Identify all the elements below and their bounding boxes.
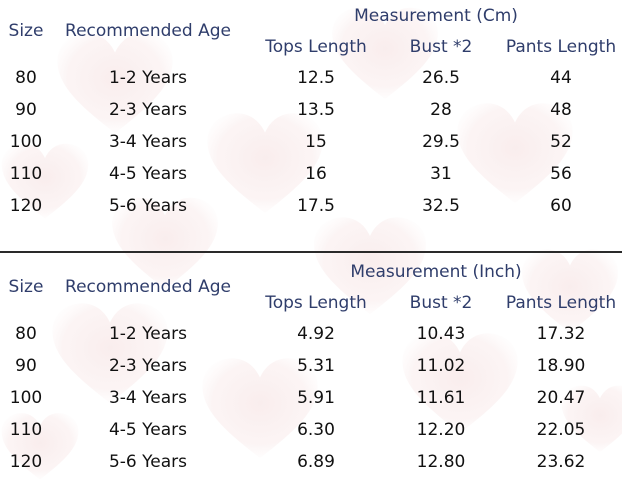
cm-row-1-size: 80	[15, 68, 37, 88]
cm-row-3-pants: 52	[550, 132, 572, 152]
cm-row-4-size: 110	[9, 164, 43, 184]
in-row-3-size: 100	[9, 388, 43, 408]
cm-row-2-tops: 13.5	[297, 100, 335, 120]
cm-row-3-tops: 15	[305, 132, 327, 152]
cm-row-2-size: 90	[15, 100, 37, 120]
cm-row-1-tops: 12.5	[297, 68, 335, 88]
size-chart-inch: Measurement (Inch) Size Recommended Age …	[0, 256, 622, 479]
measurement-cm-title: Measurement (Cm)	[354, 6, 518, 26]
in-row-3-tops: 5.91	[297, 388, 335, 408]
in-row-1-age: 1-2 Years	[108, 324, 188, 344]
in-row-2-age: 2-3 Years	[108, 356, 188, 376]
in-row-2-size: 90	[15, 356, 37, 376]
in-row-5-bust: 12.80	[416, 452, 466, 472]
in-row-3-bust: 11.61	[416, 388, 466, 408]
measurement-inch-title: Measurement (Inch)	[350, 262, 522, 282]
in-row-2-bust: 11.02	[416, 356, 466, 376]
in-row-5-pants: 23.62	[536, 452, 586, 472]
size-chart-cm: Measurement (Cm) Size Recommended Age To…	[0, 0, 622, 228]
bust-header: Bust *2	[409, 293, 473, 313]
recommended-age-header: Recommended Age	[65, 277, 231, 297]
in-row-5-size: 120	[9, 452, 43, 472]
cm-row-5-size: 120	[9, 196, 43, 216]
in-row-1-bust: 10.43	[416, 324, 466, 344]
cm-row-4-bust: 31	[430, 164, 452, 184]
pants-length-header: Pants Length	[505, 37, 617, 57]
cm-row-4-age: 4-5 Years	[108, 164, 188, 184]
pants-length-header: Pants Length	[505, 293, 617, 313]
in-row-3-pants: 20.47	[536, 388, 586, 408]
in-row-4-size: 110	[9, 420, 43, 440]
cm-row-2-bust: 28	[430, 100, 452, 120]
in-row-2-tops: 5.31	[297, 356, 335, 376]
cm-row-1-pants: 44	[550, 68, 572, 88]
tops-length-header: Tops Length	[265, 293, 367, 313]
cm-row-3-age: 3-4 Years	[108, 132, 188, 152]
in-row-4-age: 4-5 Years	[108, 420, 188, 440]
cm-row-4-tops: 16	[305, 164, 327, 184]
cm-row-3-bust: 29.5	[422, 132, 460, 152]
cm-row-5-age: 5-6 Years	[108, 196, 188, 216]
cm-row-5-tops: 17.5	[297, 196, 335, 216]
in-row-1-pants: 17.32	[536, 324, 586, 344]
cm-row-5-pants: 60	[550, 196, 572, 216]
in-row-2-pants: 18.90	[536, 356, 586, 376]
in-row-5-tops: 6.89	[297, 452, 335, 472]
bust-header: Bust *2	[409, 37, 473, 57]
cm-row-1-age: 1-2 Years	[108, 68, 188, 88]
cm-row-5-bust: 32.5	[422, 196, 460, 216]
cm-row-1-bust: 26.5	[422, 68, 460, 88]
in-row-1-tops: 4.92	[297, 324, 335, 344]
table-divider	[0, 251, 622, 253]
in-row-4-tops: 6.30	[297, 420, 335, 440]
in-row-3-age: 3-4 Years	[108, 388, 188, 408]
recommended-age-header: Recommended Age	[65, 21, 231, 41]
size-header: Size	[8, 21, 44, 41]
size-header: Size	[8, 277, 44, 297]
tops-length-header: Tops Length	[265, 37, 367, 57]
in-row-5-age: 5-6 Years	[108, 452, 188, 472]
cm-row-2-age: 2-3 Years	[108, 100, 188, 120]
cm-row-4-pants: 56	[550, 164, 572, 184]
cm-row-3-size: 100	[9, 132, 43, 152]
in-row-4-pants: 22.05	[536, 420, 586, 440]
cm-row-2-pants: 48	[550, 100, 572, 120]
in-row-1-size: 80	[15, 324, 37, 344]
in-row-4-bust: 12.20	[416, 420, 466, 440]
